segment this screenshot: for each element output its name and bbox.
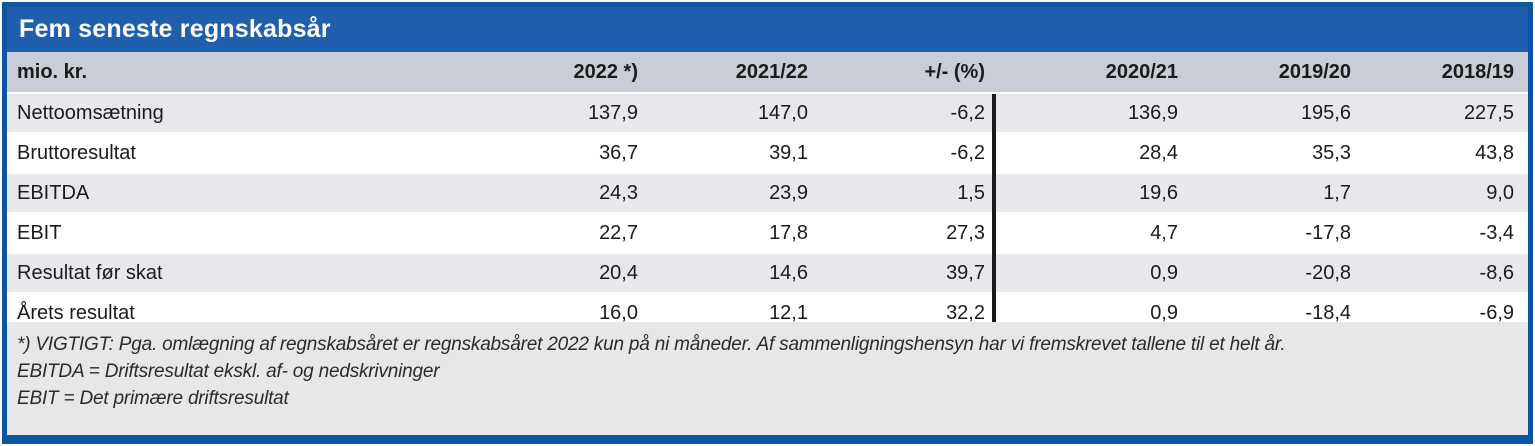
cell-value: 43,8 [1365, 132, 1528, 173]
column-header-unit: mio. kr. [7, 52, 422, 93]
table-row: Bruttoresultat 36,7 39,1 -6,2 28,4 35,3 … [7, 132, 1528, 173]
column-divider-line [992, 94, 996, 322]
cell-value: 195,6 [1192, 92, 1365, 133]
cell-value: -17,8 [1192, 212, 1365, 253]
row-label: Nettoomsætning [7, 92, 422, 133]
table-header-row: mio. kr. 2022 *) 2021/22 +/- (%) 2020/21… [7, 52, 1528, 93]
cell-value: 39,7 [822, 252, 999, 293]
cell-value: -3,4 [1365, 212, 1528, 253]
column-header-2021-22: 2021/22 [652, 52, 822, 93]
cell-value: 36,7 [422, 132, 652, 173]
cell-value: 27,3 [822, 212, 999, 253]
cell-value: -6,2 [822, 92, 999, 133]
row-label: Resultat før skat [7, 252, 422, 293]
footnote-ebit-definition: EBIT = Det primære driftsresultat [17, 388, 289, 409]
cell-value: 23,9 [652, 172, 822, 213]
cell-value: 9,0 [1365, 172, 1528, 213]
cell-value: 22,7 [422, 212, 652, 253]
cell-value: 1,7 [1192, 172, 1365, 213]
cell-value: 147,0 [652, 92, 822, 133]
cell-value: 136,9 [999, 92, 1192, 133]
cell-value: 28,4 [999, 132, 1192, 173]
cell-value: 14,6 [652, 252, 822, 293]
cell-value: 20,4 [422, 252, 652, 293]
cell-value: 17,8 [652, 212, 822, 253]
column-header-2019-20: 2019/20 [1192, 52, 1365, 93]
row-label: Bruttoresultat [7, 132, 422, 173]
cell-value: 137,9 [422, 92, 652, 133]
cell-value: 19,6 [999, 172, 1192, 213]
cell-value: 24,3 [422, 172, 652, 213]
table-row: Resultat før skat 20,4 14,6 39,7 0,9 -20… [7, 252, 1528, 293]
cell-value: 227,5 [1365, 92, 1528, 133]
cell-value: -20,8 [1192, 252, 1365, 293]
column-header-2022: 2022 *) [422, 52, 652, 93]
cell-value: 1,5 [822, 172, 999, 213]
cell-value: -6,2 [822, 132, 999, 173]
cell-value: -8,6 [1365, 252, 1528, 293]
cell-value: 4,7 [999, 212, 1192, 253]
cell-value: 35,3 [1192, 132, 1365, 173]
column-header-2018-19: 2018/19 [1365, 52, 1528, 93]
cell-value: 39,1 [652, 132, 822, 173]
table-row: EBIT 22,7 17,8 27,3 4,7 -17,8 -3,4 [7, 212, 1528, 253]
row-label: EBIT [7, 212, 422, 253]
footnote-restatement: *) VIGTIGT: Pga. omlægning af regnskabså… [17, 334, 1286, 355]
table-row: EBITDA 24,3 23,9 1,5 19,6 1,7 9,0 [7, 172, 1528, 213]
table-row: Nettoomsætning 137,9 147,0 -6,2 136,9 19… [7, 92, 1528, 133]
financials-table: mio. kr. 2022 *) 2021/22 +/- (%) 2020/21… [7, 52, 1528, 332]
row-label: EBITDA [7, 172, 422, 213]
footnote-ebitda-definition: EBITDA = Driftsresultat ekskl. af- og ne… [17, 361, 440, 382]
cell-value: 0,9 [999, 252, 1192, 293]
panel-title: Fem seneste regnskabsår [19, 15, 331, 43]
panel-title-bar: Fem seneste regnskabsår [7, 7, 1528, 52]
column-header-2020-21: 2020/21 [999, 52, 1192, 93]
footnotes-area: *) VIGTIGT: Pga. omlægning af regnskabså… [7, 322, 1528, 435]
column-header-change: +/- (%) [822, 52, 999, 93]
